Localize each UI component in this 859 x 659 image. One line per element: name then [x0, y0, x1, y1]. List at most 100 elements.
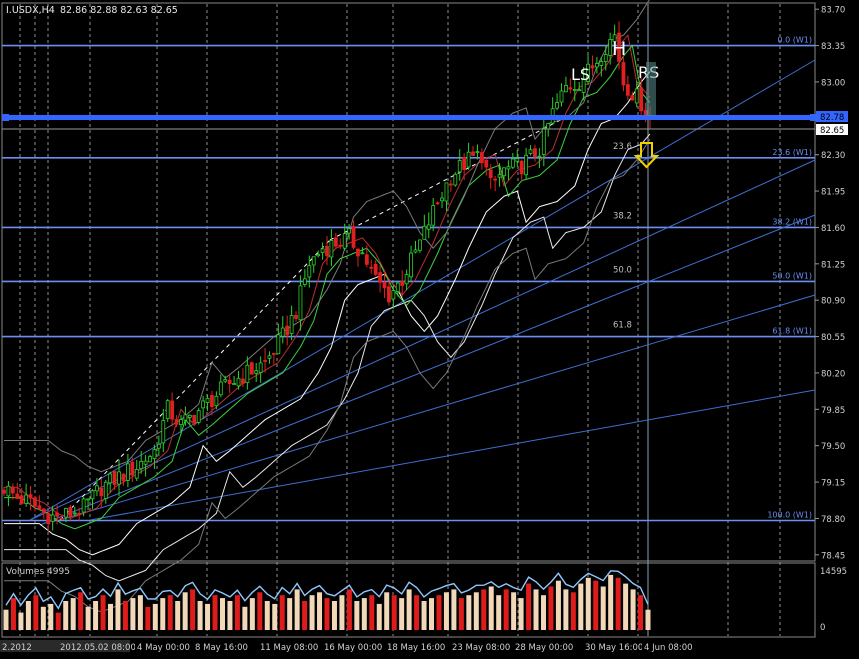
- symbol-header: I.USDX,H4: [6, 5, 55, 16]
- time-label: 4 Jun 08:00: [644, 643, 693, 653]
- price-tick-label: 83.00: [821, 78, 845, 88]
- candle-body: [418, 239, 422, 251]
- volume-bar: [264, 601, 270, 630]
- fib-level-label-right: 50.0 (W1): [772, 271, 812, 280]
- candle-body: [165, 400, 170, 420]
- volume-bar: [302, 601, 308, 630]
- candle-body: [533, 148, 537, 158]
- candle-body: [364, 254, 369, 265]
- candle-body: [125, 463, 130, 481]
- volume-bar: [25, 601, 31, 630]
- volume-bar: [369, 595, 375, 630]
- price-tick-label: 81.60: [821, 224, 845, 234]
- candle-body: [55, 512, 59, 517]
- candle-body: [333, 237, 338, 247]
- candle-body: [404, 274, 409, 285]
- candle-body: [360, 252, 365, 255]
- volume-bar: [63, 601, 69, 630]
- candle-body: [506, 166, 511, 170]
- candle-body: [280, 327, 285, 337]
- candle-body: [72, 512, 77, 515]
- volume-average-line: [5, 570, 649, 610]
- time-label-bg: [642, 640, 704, 652]
- candle-body: [462, 157, 467, 170]
- volume-bar: [473, 592, 479, 630]
- moving-average: [4, 71, 651, 556]
- price-tick-label: 81.95: [821, 188, 845, 198]
- time-label-bg: [322, 640, 384, 652]
- candle-body: [311, 256, 316, 266]
- candle-body: [426, 224, 431, 230]
- trend-line: [59, 294, 816, 521]
- candle-body: [590, 65, 595, 69]
- moving-average: [4, 44, 651, 530]
- candle-body: [232, 383, 236, 385]
- candle-body: [148, 456, 152, 463]
- level-handle-right[interactable]: [810, 114, 817, 121]
- candle-body: [249, 362, 254, 375]
- candle-body: [263, 360, 267, 362]
- candle-body: [50, 514, 55, 522]
- current-price-badge: [816, 124, 848, 135]
- candle-body: [612, 34, 617, 42]
- volume-bar: [108, 603, 114, 630]
- candle-body: [64, 508, 68, 518]
- candle-body: [564, 85, 568, 93]
- candle-body: [409, 252, 413, 278]
- candle-body: [356, 248, 360, 257]
- time-axis: 2.2012 2012.05.02 08:00 4 May 00:00 8 May 1…: [0, 640, 704, 653]
- current-price-text: 82.65: [820, 126, 844, 136]
- volume-bar: [518, 598, 524, 630]
- candle-body: [320, 248, 325, 253]
- time-label-bg: [258, 640, 320, 652]
- volume-bar: [55, 612, 61, 630]
- candle-body: [373, 263, 378, 275]
- ohlc-header: 82.86 82.88 82.63 82.65: [60, 5, 178, 16]
- volume-bar: [309, 595, 315, 630]
- candle-body: [568, 87, 573, 90]
- candle-body: [493, 178, 498, 181]
- candle-body: [617, 32, 621, 62]
- volume-bar: [242, 606, 248, 630]
- volume-bar: [272, 603, 278, 630]
- candle-body: [621, 62, 626, 86]
- time-label: 30 May 16:00: [585, 643, 643, 653]
- volume-bar: [399, 598, 405, 630]
- candle-body: [276, 334, 281, 355]
- fib-level-label-right: 0.0 (W1): [777, 36, 812, 45]
- volume-bar: [287, 598, 293, 630]
- candle-body: [41, 508, 46, 514]
- time-label: 18 May 16:00: [387, 643, 445, 653]
- candle-body: [121, 473, 126, 482]
- volume-bar: [570, 592, 576, 630]
- volume-bar: [563, 589, 569, 630]
- time-label: 2.2012: [2, 643, 32, 653]
- level-handle-left[interactable]: [2, 114, 9, 121]
- down-arrow-icon: [633, 142, 660, 169]
- candle-body: [59, 517, 64, 520]
- candle-body: [130, 461, 135, 476]
- candle-body: [475, 151, 480, 153]
- candle-body: [201, 400, 206, 409]
- level-price-badge: [816, 111, 848, 122]
- volume-bar: [645, 609, 651, 630]
- candle-body: [236, 377, 241, 387]
- support-level-line[interactable]: [2, 115, 815, 120]
- volume-bar: [160, 598, 166, 630]
- candle-body: [537, 155, 542, 158]
- candle-body: [599, 61, 604, 66]
- time-label-bg: [583, 640, 645, 652]
- candle-body: [134, 468, 139, 479]
- candle-body: [625, 84, 630, 96]
- candle-body: [302, 278, 307, 285]
- time-label-bg: [513, 640, 575, 652]
- candle-body: [183, 414, 188, 421]
- volume-bar: [458, 598, 464, 630]
- candle-body: [241, 378, 245, 384]
- fib-level-label-right: 100.0 (W1): [767, 511, 812, 520]
- volume-bar: [339, 595, 345, 630]
- fib-level-label-right: 23.6 (W1): [772, 148, 812, 157]
